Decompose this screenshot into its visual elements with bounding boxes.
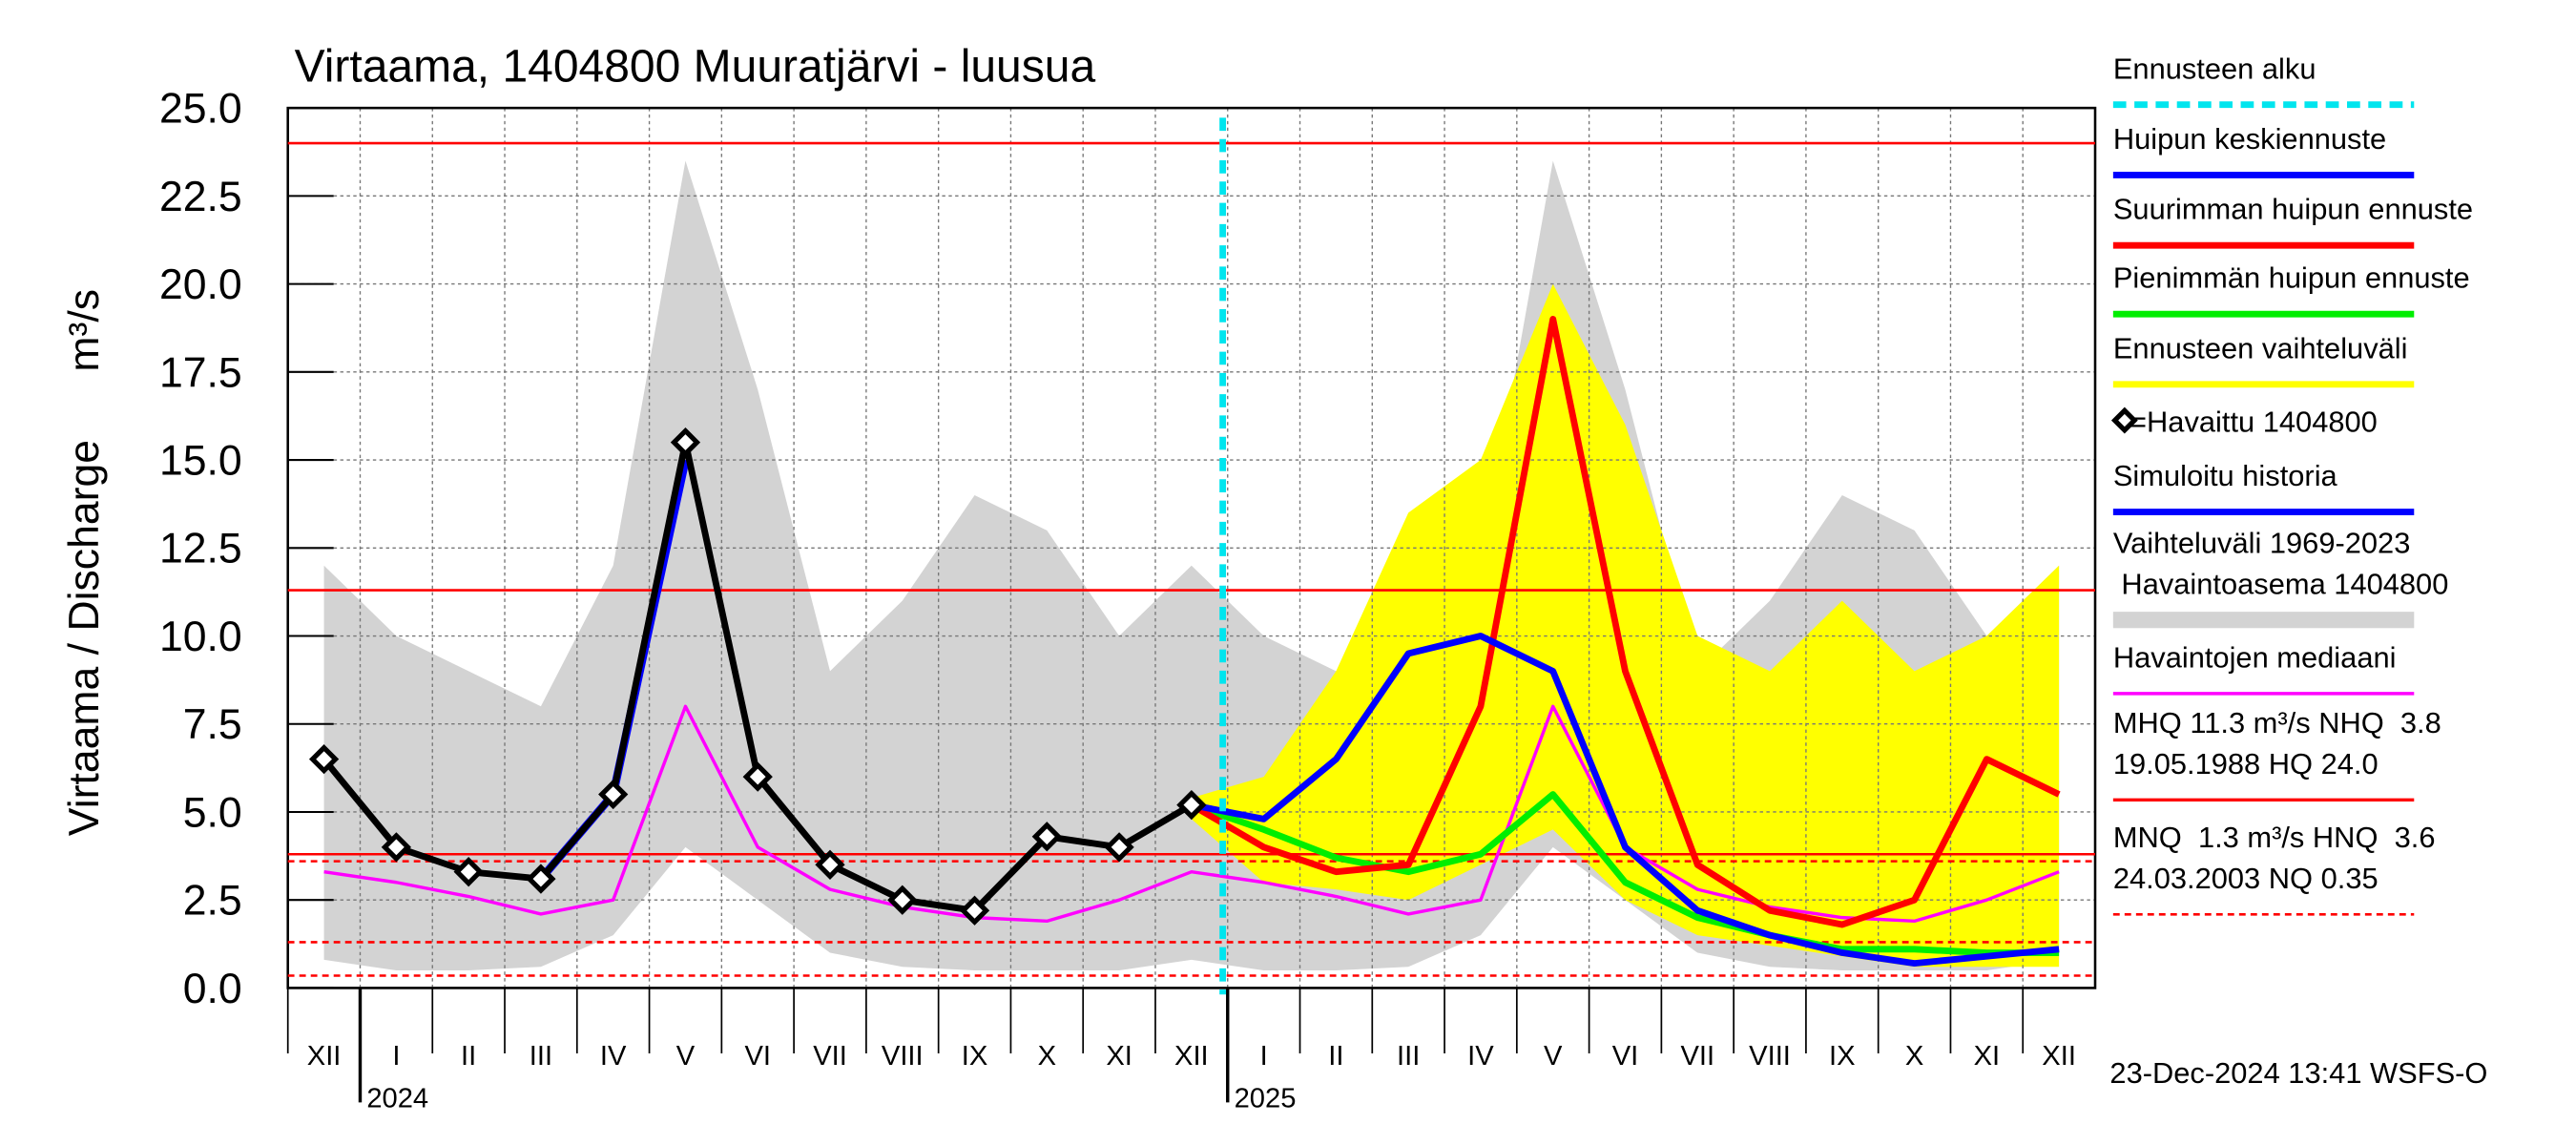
- y-axis-unit: m³/s: [61, 289, 108, 372]
- x-tick-label: X: [1905, 1041, 1923, 1072]
- y-tick-label: 2.5: [183, 878, 242, 925]
- x-tick-label: III: [530, 1041, 552, 1072]
- year-label: 2024: [366, 1084, 428, 1114]
- legend-label: MHQ 11.3 m³/s NHQ 3.8: [2113, 706, 2441, 739]
- legend-label: Ennusteen alku: [2113, 52, 2316, 85]
- x-tick-label: VIII: [1749, 1041, 1791, 1072]
- observed-marker: [1104, 832, 1134, 863]
- x-tick-label: XI: [1106, 1041, 1132, 1072]
- y-tick-label: 10.0: [159, 614, 242, 660]
- x-tick-label: IV: [1467, 1041, 1494, 1072]
- x-tick-label: XII: [307, 1041, 342, 1072]
- y-tick-label: 5.0: [183, 789, 242, 836]
- legend-label: Suurimman huipun ennuste: [2113, 193, 2473, 226]
- x-tick-label: X: [1038, 1041, 1056, 1072]
- x-tick-label: IX: [962, 1041, 988, 1072]
- y-tick-label: 25.0: [159, 86, 242, 133]
- observed-marker: [381, 832, 412, 863]
- observed-marker: [598, 779, 629, 810]
- y-tick-label: 20.0: [159, 261, 242, 308]
- observed-marker: [308, 743, 340, 775]
- year-label: 2025: [1235, 1084, 1297, 1114]
- y-tick-label: 17.5: [159, 349, 242, 396]
- series-line: [1190, 316, 2061, 928]
- y-tick-label: 12.5: [159, 526, 242, 572]
- x-tick-label: VIII: [882, 1041, 924, 1072]
- observed-marker: [670, 427, 701, 458]
- legend-swatch: [2112, 612, 2415, 629]
- observed-marker: [526, 864, 556, 894]
- x-tick-label: VI: [744, 1041, 771, 1072]
- legend-label: MNQ 1.3 m³/s HNQ 3.6: [2113, 821, 2436, 854]
- y-tick-label: 22.5: [159, 174, 242, 220]
- x-tick-label: I: [1260, 1041, 1268, 1072]
- x-tick-label: IV: [600, 1041, 627, 1072]
- chart-title: Virtaama, 1404800 Muuratjärvi - luusua: [295, 42, 1096, 93]
- legend-label: Simuloitu historia: [2113, 459, 2338, 492]
- observed-marker: [959, 895, 990, 926]
- x-tick-label: I: [392, 1041, 400, 1072]
- x-tick-label: XII: [2042, 1041, 2076, 1072]
- legend-label: Vaihteluväli 1969-2023: [2113, 526, 2411, 559]
- series-line: [1190, 791, 2060, 956]
- legend-swatch: [2110, 406, 2138, 434]
- legend-label: 19.05.1988 HQ 24.0: [2113, 747, 2379, 781]
- x-tick-label: II: [461, 1041, 476, 1072]
- x-tick-label: VII: [813, 1041, 847, 1072]
- series-line: [1191, 633, 2060, 968]
- observed-marker: [453, 857, 484, 887]
- y-axis-label: Virtaama / Discharge: [61, 440, 108, 836]
- range-band: [1191, 283, 2060, 968]
- observed-marker: [815, 849, 845, 880]
- y-tick-label: 15.0: [159, 437, 242, 484]
- observed-marker: [1176, 789, 1207, 821]
- x-tick-label: XII: [1174, 1041, 1209, 1072]
- timestamp: 23-Dec-2024 13:41 WSFS-O: [2109, 1056, 2487, 1090]
- x-tick-label: VII: [1680, 1041, 1714, 1072]
- legend-label: Huipun keskiennuste: [2113, 122, 2386, 156]
- x-tick-label: IX: [1829, 1041, 1856, 1072]
- legend-label: Havaintoasema 1404800: [2113, 567, 2449, 600]
- observed-marker: [1031, 822, 1062, 852]
- legend-label: 24.03.2003 NQ 0.35: [2113, 862, 2379, 895]
- y-tick-label: 7.5: [183, 701, 242, 748]
- x-tick-label: XI: [1974, 1041, 2001, 1072]
- x-tick-label: II: [1328, 1041, 1343, 1072]
- legend-label: Pienimmän huipun ennuste: [2113, 261, 2470, 295]
- legend-label: Ennusteen vaihteluväli: [2113, 331, 2408, 364]
- legend-label: =Havaittu 1404800: [2129, 406, 2378, 439]
- x-tick-label: III: [1397, 1041, 1420, 1072]
- observed-marker: [887, 885, 918, 915]
- legend-label: Havaintojen mediaani: [2113, 640, 2397, 674]
- y-tick-label: 0.0: [183, 966, 242, 1012]
- x-tick-label: V: [1544, 1041, 1563, 1072]
- x-tick-label: VI: [1612, 1041, 1639, 1072]
- observed-marker: [742, 761, 773, 792]
- x-tick-label: V: [676, 1041, 696, 1072]
